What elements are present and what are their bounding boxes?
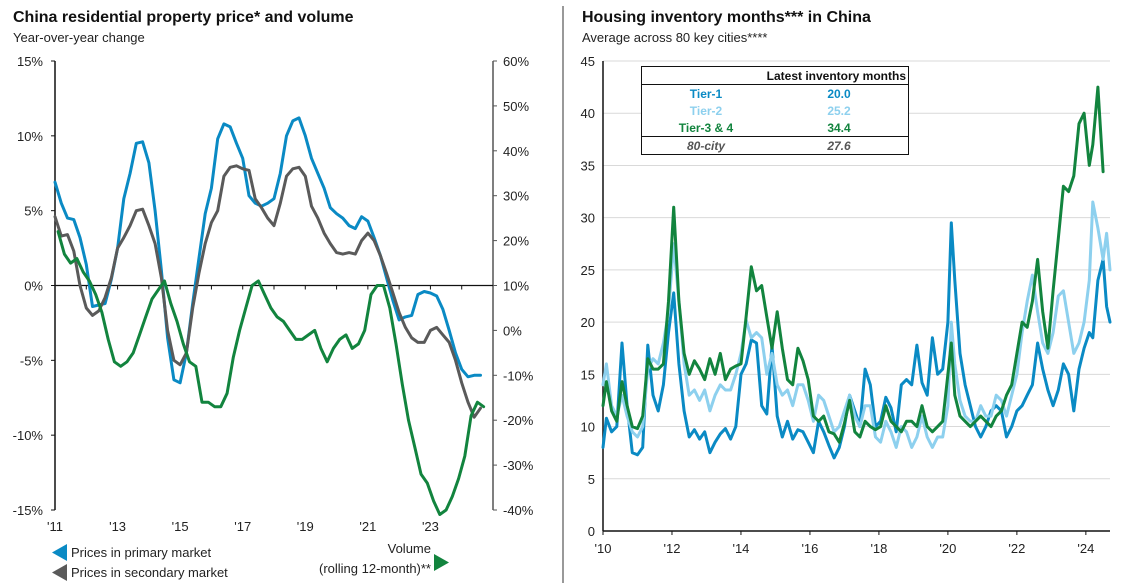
triangle-left-icon — [52, 564, 67, 581]
x-tick-label: '14 — [732, 541, 749, 556]
y-tick-label: 25 — [581, 263, 595, 278]
legend-volume-marker — [434, 554, 449, 571]
inventory-row-value: 20.0 — [827, 86, 851, 101]
inventory-row-label: Tier-3 & 4 — [678, 120, 734, 135]
inventory-table: Latest inventory months Tier-1 20.0 Tier… — [641, 66, 909, 155]
x-tick-label: '15 — [172, 519, 189, 534]
series-line-prices-in-primary-market — [53, 116, 482, 385]
right-chart: 0 5 10 15 20 25 30 35 40 45 '10 '12 '14 '16 '18 '20 '22 '… — [581, 54, 1112, 556]
series-line-tier-3-4 — [601, 85, 1105, 444]
left-y-tick-label: 15% — [17, 54, 43, 69]
right-y-tick-label: -20% — [503, 413, 534, 428]
legend-volume-label-2: (rolling 12-month)** — [319, 561, 431, 576]
x-tick-label: '24 — [1077, 541, 1094, 556]
right-y-tick-label: 0% — [503, 323, 522, 338]
series-line-prices-in-secondary-market — [53, 164, 482, 419]
inventory-table-header-row: Latest inventory months — [641, 66, 909, 85]
panel-divider — [562, 6, 564, 583]
right-y-tick-label: -10% — [503, 368, 534, 383]
x-tick-label: '13 — [109, 519, 126, 534]
inventory-total-value: 27.6 — [770, 136, 909, 155]
x-tick-label: '17 — [234, 519, 251, 534]
left-y-tick-label: -5% — [20, 353, 44, 368]
y-tick-label: 0 — [588, 524, 595, 539]
inventory-row-label: Tier-1 — [689, 86, 723, 101]
left-y-tick-label: 0% — [24, 279, 43, 294]
left-y-tick-label: -10% — [13, 428, 44, 443]
right-y-tick-label: 20% — [503, 234, 529, 249]
inventory-row-tier1: Tier-1 20.0 — [642, 85, 909, 103]
inventory-table-header: Latest inventory months — [641, 66, 909, 85]
series-line-volume-rolling-12-month — [56, 230, 486, 516]
legend-primary-marker — [52, 544, 67, 561]
x-tick-label: '11 — [47, 519, 63, 534]
right-chart-title: Housing inventory months*** in China — [582, 9, 871, 26]
left-y-tick-label: 10% — [17, 129, 43, 144]
x-tick-label: '21 — [359, 519, 376, 534]
y-tick-label: 40 — [581, 106, 595, 121]
y-tick-label: 35 — [581, 158, 595, 173]
triangle-left-icon — [52, 544, 67, 561]
series-line-tier-2 — [601, 200, 1112, 449]
left-chart: 15% 10% 5% 0% -5% -10% -15% 60% 50% 40% 30% 20% 10% 0… — [13, 54, 534, 534]
left-y-tick-label: 5% — [24, 204, 43, 219]
y-tick-label: 10 — [581, 420, 595, 435]
x-tick-label: '20 — [939, 541, 956, 556]
y-tick-label: 5 — [588, 472, 595, 487]
right-y-tick-label: 50% — [503, 99, 529, 114]
right-y-tick-label: -40% — [503, 503, 534, 518]
inventory-row-value: 25.2 — [827, 103, 851, 118]
left-chart-subtitle: Year-over-year change — [13, 30, 145, 45]
x-tick-label: '22 — [1008, 541, 1025, 556]
x-tick-label: '19 — [297, 519, 314, 534]
right-y-tick-label: 30% — [503, 189, 529, 204]
right-y-tick-label: 10% — [503, 279, 529, 294]
x-tick-label: '18 — [870, 541, 887, 556]
left-chart-title: China residential property price* and vo… — [13, 9, 354, 26]
legend-secondary-marker — [52, 564, 67, 581]
y-tick-label: 20 — [581, 315, 595, 330]
x-tick-label: '16 — [801, 541, 818, 556]
right-chart-subtitle: Average across 80 key cities**** — [582, 30, 768, 45]
right-y-tick-label: -30% — [503, 458, 534, 473]
inventory-row-tier34: Tier-3 & 4 34.4 — [642, 119, 909, 137]
inventory-row-label: Tier-2 — [689, 103, 723, 118]
x-tick-label: '10 — [595, 541, 612, 556]
inventory-row-value: 34.4 — [827, 120, 851, 135]
inventory-row-tier2: Tier-2 25.2 — [642, 102, 909, 119]
y-tick-label: 45 — [581, 54, 595, 69]
y-tick-label: 30 — [581, 211, 595, 226]
legend-volume-label-1: Volume — [387, 541, 431, 556]
x-tick-label: '12 — [664, 541, 681, 556]
triangle-right-icon — [434, 554, 449, 571]
legend-primary-label: Prices in primary market — [71, 545, 212, 560]
legend-secondary-label: Prices in secondary market — [71, 565, 228, 580]
left-y-tick-label: -15% — [13, 503, 44, 518]
right-y-tick-label: 40% — [503, 144, 529, 159]
x-tick-label: '23 — [422, 519, 439, 534]
y-tick-label: 15 — [581, 367, 595, 382]
right-y-tick-label: 60% — [503, 54, 529, 69]
inventory-total-label: 80-city — [641, 136, 770, 155]
inventory-row-total: 80-city 27.6 — [641, 136, 909, 155]
